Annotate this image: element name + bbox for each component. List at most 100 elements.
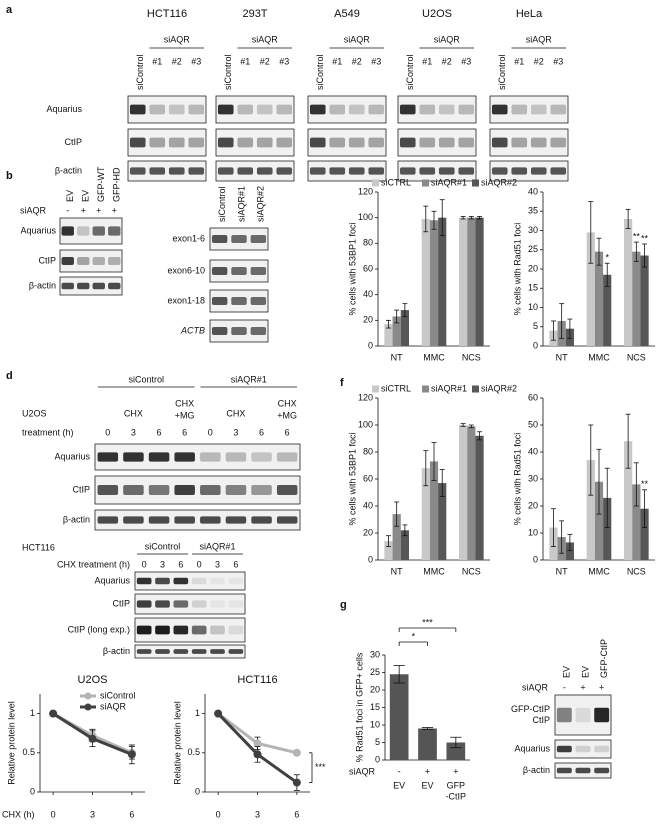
band — [217, 137, 234, 148]
y-tick-label: 20 — [528, 500, 538, 510]
band — [173, 600, 189, 608]
band — [575, 745, 591, 753]
time-value: 0 — [208, 427, 213, 437]
band — [276, 104, 293, 115]
legend-label: siCTRL — [381, 383, 411, 393]
x-tick-label: NCS — [627, 566, 646, 576]
y-axis-label: % cells with 53BP1 foci — [347, 432, 357, 525]
band — [129, 167, 146, 175]
x-tick-label: 6 — [294, 809, 299, 819]
blot — [134, 571, 246, 591]
row-label: CtIP — [38, 255, 56, 265]
time-value: 6 — [178, 559, 183, 569]
row-label: β-actin — [29, 280, 56, 290]
band — [191, 600, 207, 608]
row-label: β-actin — [63, 514, 90, 524]
bar — [624, 218, 633, 346]
bar — [438, 217, 447, 346]
legend-label: siCTRL — [381, 177, 411, 187]
band — [250, 297, 267, 305]
band — [250, 235, 267, 243]
time-value: 6 — [259, 427, 264, 437]
row-label: CtIP — [112, 598, 130, 608]
mark-label: - — [398, 766, 401, 776]
annotation: * — [605, 253, 609, 263]
row-label: CtIP — [72, 484, 90, 494]
blot — [215, 128, 295, 157]
band — [251, 516, 272, 524]
y-tick-label: 120 — [358, 392, 373, 402]
group-label: siControl — [128, 374, 164, 384]
band — [97, 484, 119, 496]
bar — [565, 542, 574, 560]
time-value: 0 — [142, 559, 147, 569]
band — [458, 167, 475, 175]
group-label: siControl — [145, 541, 181, 551]
x-tick-label: NCS — [462, 352, 481, 362]
cell-line: U2OS — [422, 8, 452, 20]
y-tick-label: 50 — [528, 419, 538, 429]
band — [556, 707, 572, 723]
lane-label: #2 — [442, 56, 452, 66]
band — [231, 297, 247, 305]
band — [97, 516, 119, 524]
legend-label: siAQR — [100, 701, 127, 711]
time-value: 6 — [233, 559, 238, 569]
row-label: β-actin — [523, 765, 550, 775]
bar — [446, 742, 466, 760]
row-label: Aquarius — [46, 104, 82, 114]
x-tick-label: NCS — [462, 566, 481, 576]
time-value: 3 — [233, 427, 238, 437]
band — [438, 137, 455, 148]
band — [348, 167, 365, 175]
lane-label: siAQR#1 — [236, 186, 246, 222]
time-label: CHX treatment (h) — [57, 559, 130, 569]
y-tick-label: 0 — [368, 554, 373, 564]
band — [228, 649, 244, 654]
bar — [624, 441, 633, 560]
y-tick-label: 30 — [370, 649, 380, 659]
mark-label: + — [599, 682, 604, 692]
group-label: siAQR — [526, 34, 553, 44]
mark-label: + — [453, 766, 458, 776]
row-label: CtIP — [64, 137, 82, 147]
x-tick-label: MMC — [588, 566, 610, 576]
band — [200, 484, 221, 496]
treatment-label: +MG — [277, 410, 297, 420]
band — [228, 625, 244, 635]
legend-label: siAQR#2 — [481, 177, 517, 187]
y-tick-label: 25 — [528, 244, 538, 254]
y-tick-label: 0 — [375, 754, 380, 764]
band — [329, 137, 346, 148]
lane-label: #1 — [332, 56, 342, 66]
y-tick-label: 0 — [533, 554, 538, 564]
band — [174, 516, 195, 524]
band — [511, 104, 528, 115]
band — [348, 104, 365, 115]
band — [575, 707, 591, 723]
band — [174, 452, 195, 462]
band — [550, 104, 567, 115]
band — [217, 167, 234, 175]
band — [123, 484, 144, 496]
band — [136, 649, 152, 654]
lane-label: siControl — [217, 186, 227, 222]
bar — [467, 426, 476, 560]
point — [49, 709, 58, 718]
bar — [594, 251, 604, 346]
band — [329, 104, 346, 115]
band — [256, 104, 273, 115]
legend-label: siControl — [100, 690, 136, 700]
y-axis-label: % cells with Rad51 foci — [512, 223, 522, 316]
row-label: exon1-18 — [167, 295, 205, 305]
time-value: 3 — [131, 427, 136, 437]
group-label: siAQR — [344, 34, 371, 44]
band — [123, 516, 144, 524]
annotation: ** — [641, 233, 649, 243]
band — [211, 267, 228, 275]
x-tick-label: NT — [391, 566, 403, 576]
blot — [134, 593, 246, 615]
band — [309, 137, 326, 148]
blot — [59, 249, 123, 273]
